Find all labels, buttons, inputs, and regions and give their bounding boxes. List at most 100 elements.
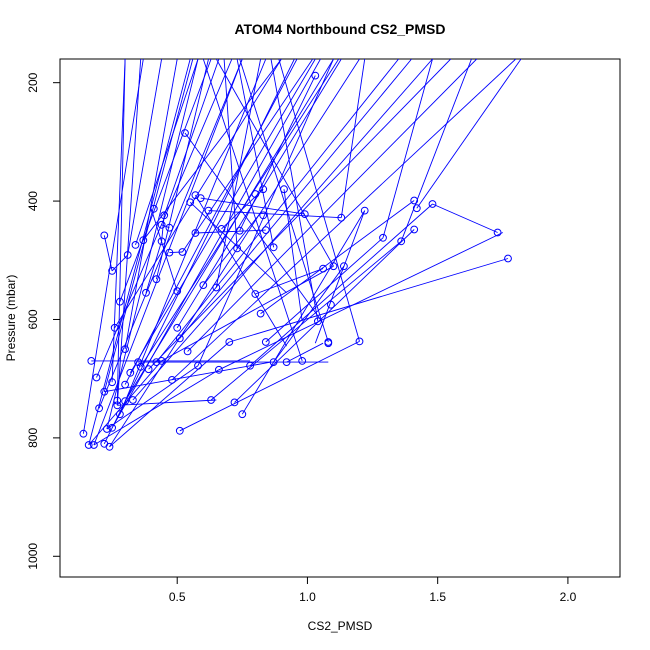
data-point xyxy=(168,376,176,384)
series-line-segment xyxy=(145,241,163,293)
data-point xyxy=(298,357,307,365)
data-point xyxy=(113,396,122,405)
data-point xyxy=(259,185,268,194)
data-point xyxy=(379,233,387,242)
series-line-segment xyxy=(234,229,415,403)
series-line-segment xyxy=(215,59,334,267)
data-point xyxy=(121,380,129,389)
data-point xyxy=(207,396,216,404)
data-point xyxy=(204,206,213,215)
data-point xyxy=(123,251,132,259)
series-line-segment xyxy=(124,59,178,350)
data-point xyxy=(238,410,247,419)
data-point xyxy=(504,254,512,263)
data-point xyxy=(412,204,421,213)
series-line-segment xyxy=(135,59,199,246)
data-point xyxy=(269,358,278,367)
data-point xyxy=(300,210,309,219)
x-tick-label: 0.5 xyxy=(169,590,186,604)
series-lines xyxy=(82,59,522,448)
series-line-segment xyxy=(202,212,261,286)
data-point xyxy=(410,196,419,205)
data-point xyxy=(175,334,184,343)
data-point xyxy=(160,211,169,220)
series-line-segment xyxy=(129,59,316,374)
y-tick-label: 600 xyxy=(26,309,40,329)
series-line-segment xyxy=(148,59,452,370)
data-point xyxy=(121,345,129,354)
series-line-segment xyxy=(104,361,272,393)
series-line-segment xyxy=(340,59,366,218)
data-point xyxy=(337,213,346,222)
series-line-segment xyxy=(103,235,113,271)
y-tick-label: 400 xyxy=(26,191,40,211)
data-point xyxy=(108,378,116,387)
data-point xyxy=(261,338,270,346)
series-line-segment xyxy=(255,268,324,295)
data-point xyxy=(165,223,174,232)
data-point xyxy=(355,337,364,346)
data-point xyxy=(87,357,96,365)
data-point xyxy=(428,200,437,208)
data-point xyxy=(175,426,184,435)
data-point xyxy=(152,358,161,367)
data-point xyxy=(183,347,192,356)
series-line-segment xyxy=(229,258,509,343)
data-point xyxy=(84,441,93,449)
data-point xyxy=(129,396,137,404)
series-line-segment xyxy=(109,341,230,448)
data-point xyxy=(116,410,124,419)
series-line-segment xyxy=(88,360,162,446)
data-point xyxy=(329,262,338,271)
series-line-segment xyxy=(195,229,266,234)
series-line-segment xyxy=(278,59,360,342)
series-line-segment xyxy=(241,210,366,415)
data-point xyxy=(108,267,116,275)
series-line-segment xyxy=(117,399,217,406)
data-point xyxy=(319,264,328,273)
series-line-segment xyxy=(163,59,220,216)
series-line-segment xyxy=(93,369,220,446)
y-tick-label: 800 xyxy=(26,428,40,448)
series-line-segment xyxy=(116,59,126,401)
series-line-segment xyxy=(189,201,287,294)
series-line-segment xyxy=(265,237,384,343)
x-tick-label: 1.0 xyxy=(299,590,316,604)
data-point xyxy=(235,226,244,235)
series-line-segment xyxy=(416,59,522,209)
series-points xyxy=(79,71,512,451)
series-line-segment xyxy=(236,59,275,248)
series-line-segment xyxy=(286,342,324,363)
data-point xyxy=(217,225,226,233)
series-line-segment xyxy=(382,59,433,238)
data-point xyxy=(134,358,143,367)
data-point xyxy=(215,365,223,374)
data-point xyxy=(110,323,119,332)
data-point xyxy=(314,317,322,326)
series-line-segment xyxy=(82,59,144,434)
data-point xyxy=(261,226,270,235)
series-line-segment xyxy=(106,365,199,430)
data-point xyxy=(225,338,234,346)
series-line-segment xyxy=(169,251,183,254)
data-point xyxy=(196,194,205,203)
data-point xyxy=(116,297,124,306)
y-axis-label: Pressure (mbar) xyxy=(4,275,18,362)
data-point xyxy=(324,339,333,348)
data-point xyxy=(100,387,109,396)
chart-title: ATOM4 Northbound CS2_PMSD xyxy=(234,21,445,37)
series-line-segment xyxy=(161,265,334,362)
data-point xyxy=(251,290,260,298)
data-point xyxy=(103,425,111,433)
data-point xyxy=(92,373,101,382)
data-point xyxy=(157,237,166,246)
data-point xyxy=(282,358,291,367)
y-tick-label: 1000 xyxy=(26,543,40,570)
data-point xyxy=(251,190,260,198)
series-line-segment xyxy=(260,200,415,314)
data-point xyxy=(95,404,103,413)
data-point xyxy=(144,365,153,374)
data-point xyxy=(79,429,88,438)
data-point xyxy=(191,229,200,237)
